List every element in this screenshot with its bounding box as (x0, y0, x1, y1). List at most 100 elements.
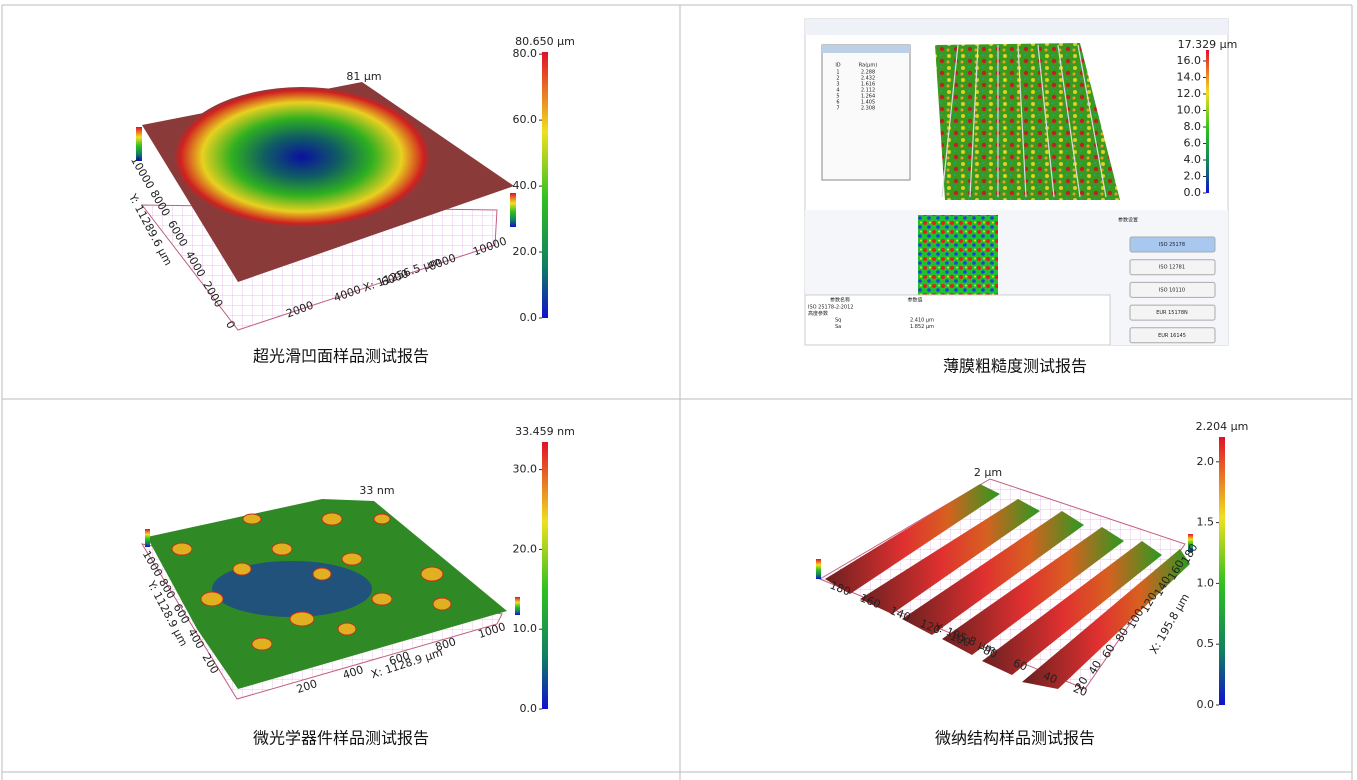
tick-label: 10.0 (1177, 103, 1202, 116)
axis-tick-label: 40 (1086, 658, 1104, 677)
tick-label: 2.0 (1184, 169, 1202, 182)
toolbar (805, 19, 1228, 35)
button[interactable] (1129, 304, 1216, 321)
profile-lines (941, 44, 1107, 198)
button-label: EUR 15178N (1156, 310, 1188, 316)
table-cell: 2.288 (861, 70, 875, 76)
tick-label: 20.0 (513, 245, 538, 258)
color-bar (542, 52, 548, 318)
axis-tick-label: 80 (1113, 626, 1131, 645)
axis-tick-label: 800 (434, 635, 458, 654)
tick-label: 0.0 (520, 311, 538, 324)
caption: 薄膜粗糙度测试报告 (943, 357, 1087, 376)
result-window (821, 44, 911, 181)
table-cell: 1.616 (861, 82, 875, 88)
caption: 微光学器件样品测试报告 (253, 729, 429, 748)
tick-label: 0.5 (1197, 637, 1215, 650)
axis-tick-label: 20 (1071, 682, 1089, 699)
table-cell: 3 (836, 82, 839, 88)
axis-label: 2 μm (974, 466, 1002, 479)
color-bar-title: 17.329 μm (1178, 38, 1238, 51)
button[interactable] (1129, 281, 1216, 298)
tick-label: 60.0 (513, 113, 538, 126)
table-cell: 7 (836, 106, 839, 112)
tick-label: 12.0 (1177, 87, 1202, 100)
tick-label: 30.0 (513, 463, 538, 476)
axis-tick-label: 0 (223, 318, 238, 331)
mini-bar (136, 127, 142, 161)
table-cell: 2.308 (861, 106, 875, 112)
color-bar-title: 2.204 μm (1196, 420, 1249, 433)
tick-label: 6.0 (1184, 136, 1202, 149)
table-header: ID (835, 63, 840, 69)
mini-bar (145, 529, 150, 547)
param-header: 参数名称 (830, 297, 850, 304)
table-cell: 1 (836, 70, 839, 76)
bumps (171, 512, 452, 651)
tick-label: 40.0 (513, 179, 538, 192)
tick-label: 1.0 (1197, 576, 1215, 589)
param-cell: 高度参数 (808, 310, 828, 317)
table-cell: 1.264 (861, 94, 875, 100)
tick-label: 0.0 (1184, 186, 1202, 199)
axis-tick-label: 60 (1099, 642, 1117, 661)
table-cell: 4 (836, 88, 839, 94)
button-label: ISO 25178 (1159, 242, 1185, 248)
tick-label: 2.0 (1197, 455, 1215, 468)
param-header: 参数值 (907, 297, 922, 304)
table-cell: 2.432 (861, 76, 875, 82)
mini-bar (510, 193, 516, 227)
table-cell: 6 (836, 100, 839, 106)
mini-bar (1188, 534, 1193, 552)
button[interactable] (1129, 259, 1216, 276)
mini-bar (515, 597, 520, 615)
panel: 17.329 μm 16.0 14.0 12.0 10.0 8.0 6.0 4.0 2.0 0.0… (804, 18, 1238, 376)
button[interactable] (1129, 327, 1216, 344)
surface (212, 561, 372, 617)
table-cell: 5 (836, 94, 839, 100)
settings-title: 参数设置 (1118, 217, 1138, 224)
axis-tick-label: 200 (295, 677, 319, 696)
table-header: Ra(μm) (859, 63, 877, 69)
button-label: ISO 12781 (1159, 265, 1185, 271)
tick-label: 0.0 (520, 702, 538, 715)
surface (935, 43, 1120, 200)
button-label: ISO 10110 (1159, 287, 1185, 293)
window-bar (822, 45, 910, 53)
color-bar-title: 33.459 nm (515, 425, 575, 438)
tick-label: 0.0 (1197, 698, 1215, 711)
axis-tick-label: 60 (1011, 656, 1029, 673)
tick-label: 16.0 (1177, 54, 1202, 67)
color-bar (1206, 50, 1209, 193)
tick-label: 4.0 (1184, 153, 1202, 166)
param-cell: ISO 25178-2:2012 (808, 305, 853, 311)
mini-bar (816, 559, 821, 579)
table-cell: 2.112 (861, 88, 875, 94)
tick-label: 80.0 (513, 47, 538, 60)
param-cell: 1.852 μm (910, 324, 934, 330)
axis-label: 81 μm (346, 70, 381, 83)
param-table (804, 294, 1111, 346)
axis-tick-label: 40 (1041, 669, 1059, 686)
axis-tick-label: 400 (341, 663, 365, 682)
tick-label: 10.0 (513, 622, 538, 635)
surface (174, 87, 430, 227)
ridges (825, 484, 1190, 689)
caption: 超光滑凹面样品测试报告 (253, 347, 429, 366)
axis-tick-label: 600 (387, 649, 411, 668)
grid-lines (1, 4, 1353, 780)
caption: 微纳结构样品测试报告 (935, 729, 1095, 748)
axis-tick-label: 80 (981, 644, 999, 661)
surface-map (918, 215, 998, 295)
tick-label: 14.0 (1177, 70, 1202, 83)
axis-tick-label: 20 (1072, 674, 1090, 693)
button-label: EUR 16145 (1158, 333, 1186, 339)
axis-label: 33 nm (359, 484, 394, 497)
tick-label: 1.5 (1197, 516, 1215, 529)
button[interactable] (1129, 236, 1216, 253)
table-cell: 1.405 (861, 100, 875, 106)
